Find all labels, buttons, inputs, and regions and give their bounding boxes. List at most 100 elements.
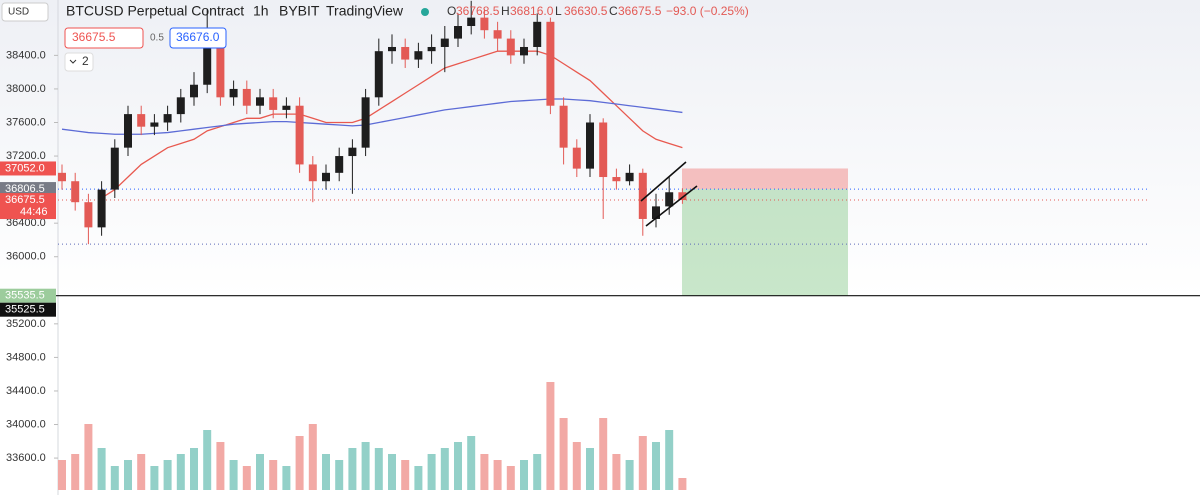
candle-body	[506, 38, 515, 56]
volume-bar	[84, 424, 93, 490]
legend-value: 36768.5	[456, 4, 500, 18]
candle-body	[176, 97, 185, 115]
candle-body	[665, 192, 674, 207]
price-tag-label: 37052.0	[5, 162, 45, 174]
candle-body	[374, 51, 383, 98]
candle-body	[361, 97, 370, 148]
volume-bar	[559, 418, 568, 490]
status-dot	[421, 8, 429, 16]
volume-bar	[506, 466, 515, 490]
volume-bar	[652, 442, 660, 490]
change: −93.0 (−0.25%)	[666, 4, 749, 18]
volume-bar	[256, 454, 264, 490]
volume-bar	[467, 436, 476, 490]
candle-body	[282, 105, 291, 110]
volume-bar	[124, 460, 132, 490]
sell-button[interactable]	[64, 27, 144, 49]
pattern-line	[640, 161, 698, 227]
volume-bar	[533, 454, 542, 490]
candle-body	[124, 114, 132, 148]
buy-button-frame[interactable]	[169, 27, 227, 49]
y-tick-label: 34400.0	[6, 385, 46, 397]
candle-body	[427, 46, 436, 52]
volume-bar	[190, 448, 198, 490]
legend-key: L	[555, 4, 562, 18]
candle-body	[269, 97, 278, 110]
candle-body	[84, 202, 93, 228]
indicators-toggle[interactable]	[64, 52, 94, 72]
volume-bar	[546, 382, 555, 490]
candle-body	[295, 105, 304, 165]
buy-price: 36676.0	[176, 30, 220, 44]
symbol-title: BTCUSD Perpetual Contract	[66, 3, 244, 19]
legend-value: 36816.0	[510, 4, 554, 18]
volume-bar	[388, 454, 396, 490]
sell-price: 36675.5	[72, 30, 116, 44]
volume-bar	[374, 448, 383, 490]
y-tick-label: 36400.0	[6, 217, 46, 229]
y-tick-label: 34000.0	[6, 418, 46, 430]
volume-bar	[414, 466, 423, 490]
y-tick-label: 38400.0	[6, 49, 46, 61]
moving-average	[61, 98, 683, 135]
ohlc-legend: O 36768.5 H 36816.0 L 36630.5 C 36675.5	[447, 4, 662, 18]
candle-body	[599, 122, 608, 178]
chevron	[69, 59, 77, 64]
candle-body	[440, 38, 449, 47]
volume-bar	[322, 454, 330, 490]
volume-bar	[229, 460, 238, 490]
candle-body	[586, 122, 594, 169]
volume-bar	[295, 436, 304, 490]
legend-key: H	[501, 4, 510, 18]
volume-bar	[454, 442, 462, 490]
candle-body	[572, 147, 581, 169]
candle-body	[533, 21, 542, 47]
candle-body	[137, 114, 146, 127]
volume-bar	[97, 448, 106, 490]
y-tick-label: 37200.0	[6, 150, 46, 162]
candle-body	[322, 172, 330, 182]
y-tick-label: 38000.0	[6, 83, 46, 95]
volume-bar	[348, 448, 357, 490]
volume-bar	[480, 454, 489, 490]
legend-key: C	[609, 4, 618, 18]
price-tag-label: 36675.5	[5, 194, 45, 206]
cursor-tag	[0, 302, 56, 317]
candle-body	[97, 189, 106, 228]
candle-body	[520, 46, 528, 56]
candle-body	[625, 172, 634, 182]
volume-bar	[176, 454, 185, 490]
moving-average	[101, 50, 683, 199]
y-tick-label: 35200.0	[6, 318, 46, 330]
candle-body	[401, 46, 410, 60]
legend-value: 36675.5	[618, 4, 662, 18]
candle-body	[335, 156, 344, 173]
volume-bar	[71, 454, 80, 490]
volume-bar	[572, 442, 581, 490]
volume-bar	[242, 466, 251, 490]
candle-body	[546, 21, 555, 106]
candle-body	[467, 17, 476, 27]
candle-body	[480, 17, 489, 31]
candle-body	[71, 181, 80, 203]
candle-body	[308, 164, 317, 182]
volume-bar	[520, 460, 528, 490]
volume-bar	[586, 448, 594, 490]
price-tag-label: 35535.5	[5, 290, 45, 302]
candle-body	[348, 147, 357, 157]
legend-key: O	[447, 4, 456, 18]
currency: USD	[8, 7, 29, 18]
price-tag	[0, 288, 56, 303]
volume-bar	[612, 454, 621, 490]
interval: 1h	[253, 3, 269, 19]
candle-body	[454, 26, 462, 39]
cursor-label: 35525.5	[5, 304, 45, 316]
currency-button[interactable]	[1, 2, 49, 22]
target-zone	[682, 189, 848, 296]
volume-bar	[308, 424, 317, 490]
volume-bar	[137, 454, 146, 490]
candle-body	[163, 114, 172, 123]
volume-bar	[625, 460, 634, 490]
